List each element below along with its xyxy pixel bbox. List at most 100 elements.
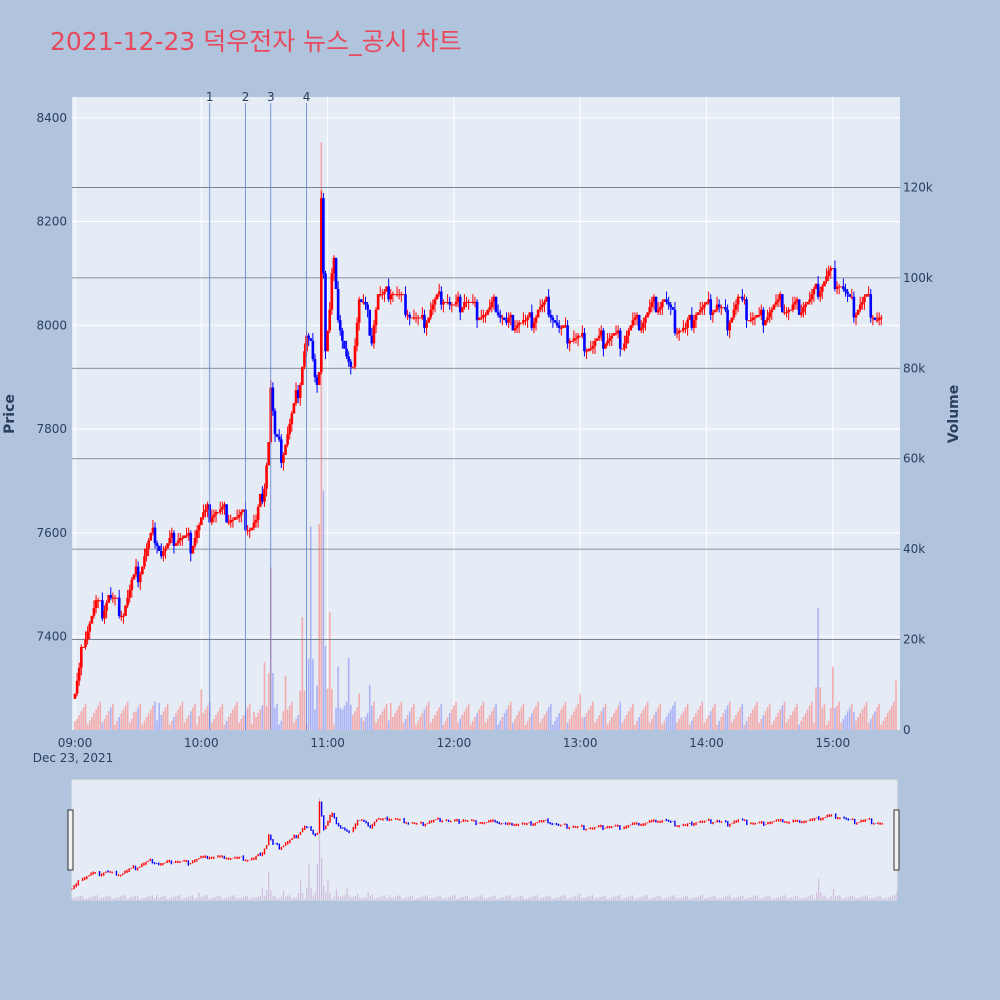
candle-body [650,301,654,308]
slider-volume-bar [612,897,615,900]
volume-bar [747,716,750,730]
candle-body [202,512,205,518]
slider-volume-bar [547,896,549,900]
slider-volume-bar [784,895,786,900]
volume-bar [183,722,186,730]
slider-volume-bar [407,896,409,900]
candle-body [162,550,165,557]
volume-bar [316,685,318,730]
slider-volume-bar [151,895,153,900]
candle-body [770,309,774,313]
slider-volume-bar [551,899,553,900]
candle-body [846,291,849,295]
volume-bar [629,707,632,730]
candle-body [265,465,268,489]
volume-bar [644,705,647,730]
slider-volume-bar [684,896,687,900]
candle-body [776,299,780,302]
slider-volume-bar [310,887,312,900]
candle-body [633,317,637,321]
candle-body [764,320,767,326]
volume-bar [248,703,251,730]
slider-volume-bar [380,896,382,900]
candle-body [128,589,132,598]
candle-body [98,600,102,602]
slider-volume-bar [325,892,327,900]
x-date-label: Dec 23, 2021 [33,751,113,765]
candle-body [490,301,494,308]
volume-bar [213,718,215,730]
candles [73,190,883,699]
slider-volume-bar [181,898,183,900]
candle-body [178,538,182,541]
candle-body [442,301,445,305]
candle-body [458,296,462,313]
candle-body [109,595,113,598]
volume-bar [855,720,857,730]
volume-bar [556,716,558,730]
slider-volume-bar [373,898,376,900]
slider-volume-bar [390,897,393,900]
slider-volume-bar [896,891,898,900]
candle-body [216,512,220,514]
volume-bar [783,701,786,730]
candle-body [574,338,578,340]
candle-body [151,527,155,533]
volume-bar [122,709,125,730]
volume-bar [164,707,167,730]
volume-bar [756,701,758,730]
slider-volume-bar [477,896,479,900]
candle-body [469,301,473,303]
slider-volume-bar [73,898,75,900]
slider-volume-bar [460,897,462,900]
volume-bar [99,701,102,730]
main-plot[interactable]: 7400 7600 7800 8000 8200 8400 0 20k 40k 60k 80k 100… [2,90,962,765]
slider-volume-bar [361,898,363,900]
slider-volume-bar [756,895,758,900]
slider-volume-bar [536,895,538,900]
slider-volume-bar [105,896,107,900]
volume-bar [611,716,613,730]
volume-bar [651,718,653,730]
candle-body [145,548,148,557]
volume-bar [585,713,588,730]
candle-body [827,270,830,277]
candle-body [343,340,346,349]
slider-volume-bar [109,895,111,900]
slider-volume-bar [887,897,890,900]
candle-body [837,286,841,288]
slider-volume-bar [382,896,384,900]
candle-body [423,314,426,328]
range-slider[interactable] [67,779,900,901]
slider-volume-bar [718,898,720,900]
volume-bar [143,720,146,730]
slider-volume-bar [230,896,232,900]
chart-title: 2021-12-23 덕우전자 뉴스_공시 차트 [50,27,462,56]
slider-volume-bar [826,899,828,900]
volume-bar [886,713,889,730]
volume-bar [497,724,499,730]
volume-bar [312,658,314,730]
slider-volume-bar [731,898,733,900]
candle-body [593,340,597,347]
slider-volume-bar [653,897,655,900]
slider-volume-bar [509,895,511,900]
volume-bar [402,722,405,730]
slider-volume-bar [570,897,572,900]
volume-bar [853,711,855,730]
volume-bar [246,707,249,730]
y2-tick-label: 40k [903,542,925,556]
slider-volume-bar [363,897,365,900]
candle-body [524,320,527,322]
candle-body [858,304,862,310]
slider-volume-bar [141,898,143,900]
volume-bar [699,705,702,730]
candle-body [797,299,801,315]
slider-volume-bar [839,895,841,900]
slider-volume-bar [168,898,170,900]
candle-body [376,294,380,310]
slider-volume-bar [750,897,752,900]
slider-volume-bar [610,897,613,900]
slider-volume-bar [729,895,731,900]
candle-body [591,346,595,349]
